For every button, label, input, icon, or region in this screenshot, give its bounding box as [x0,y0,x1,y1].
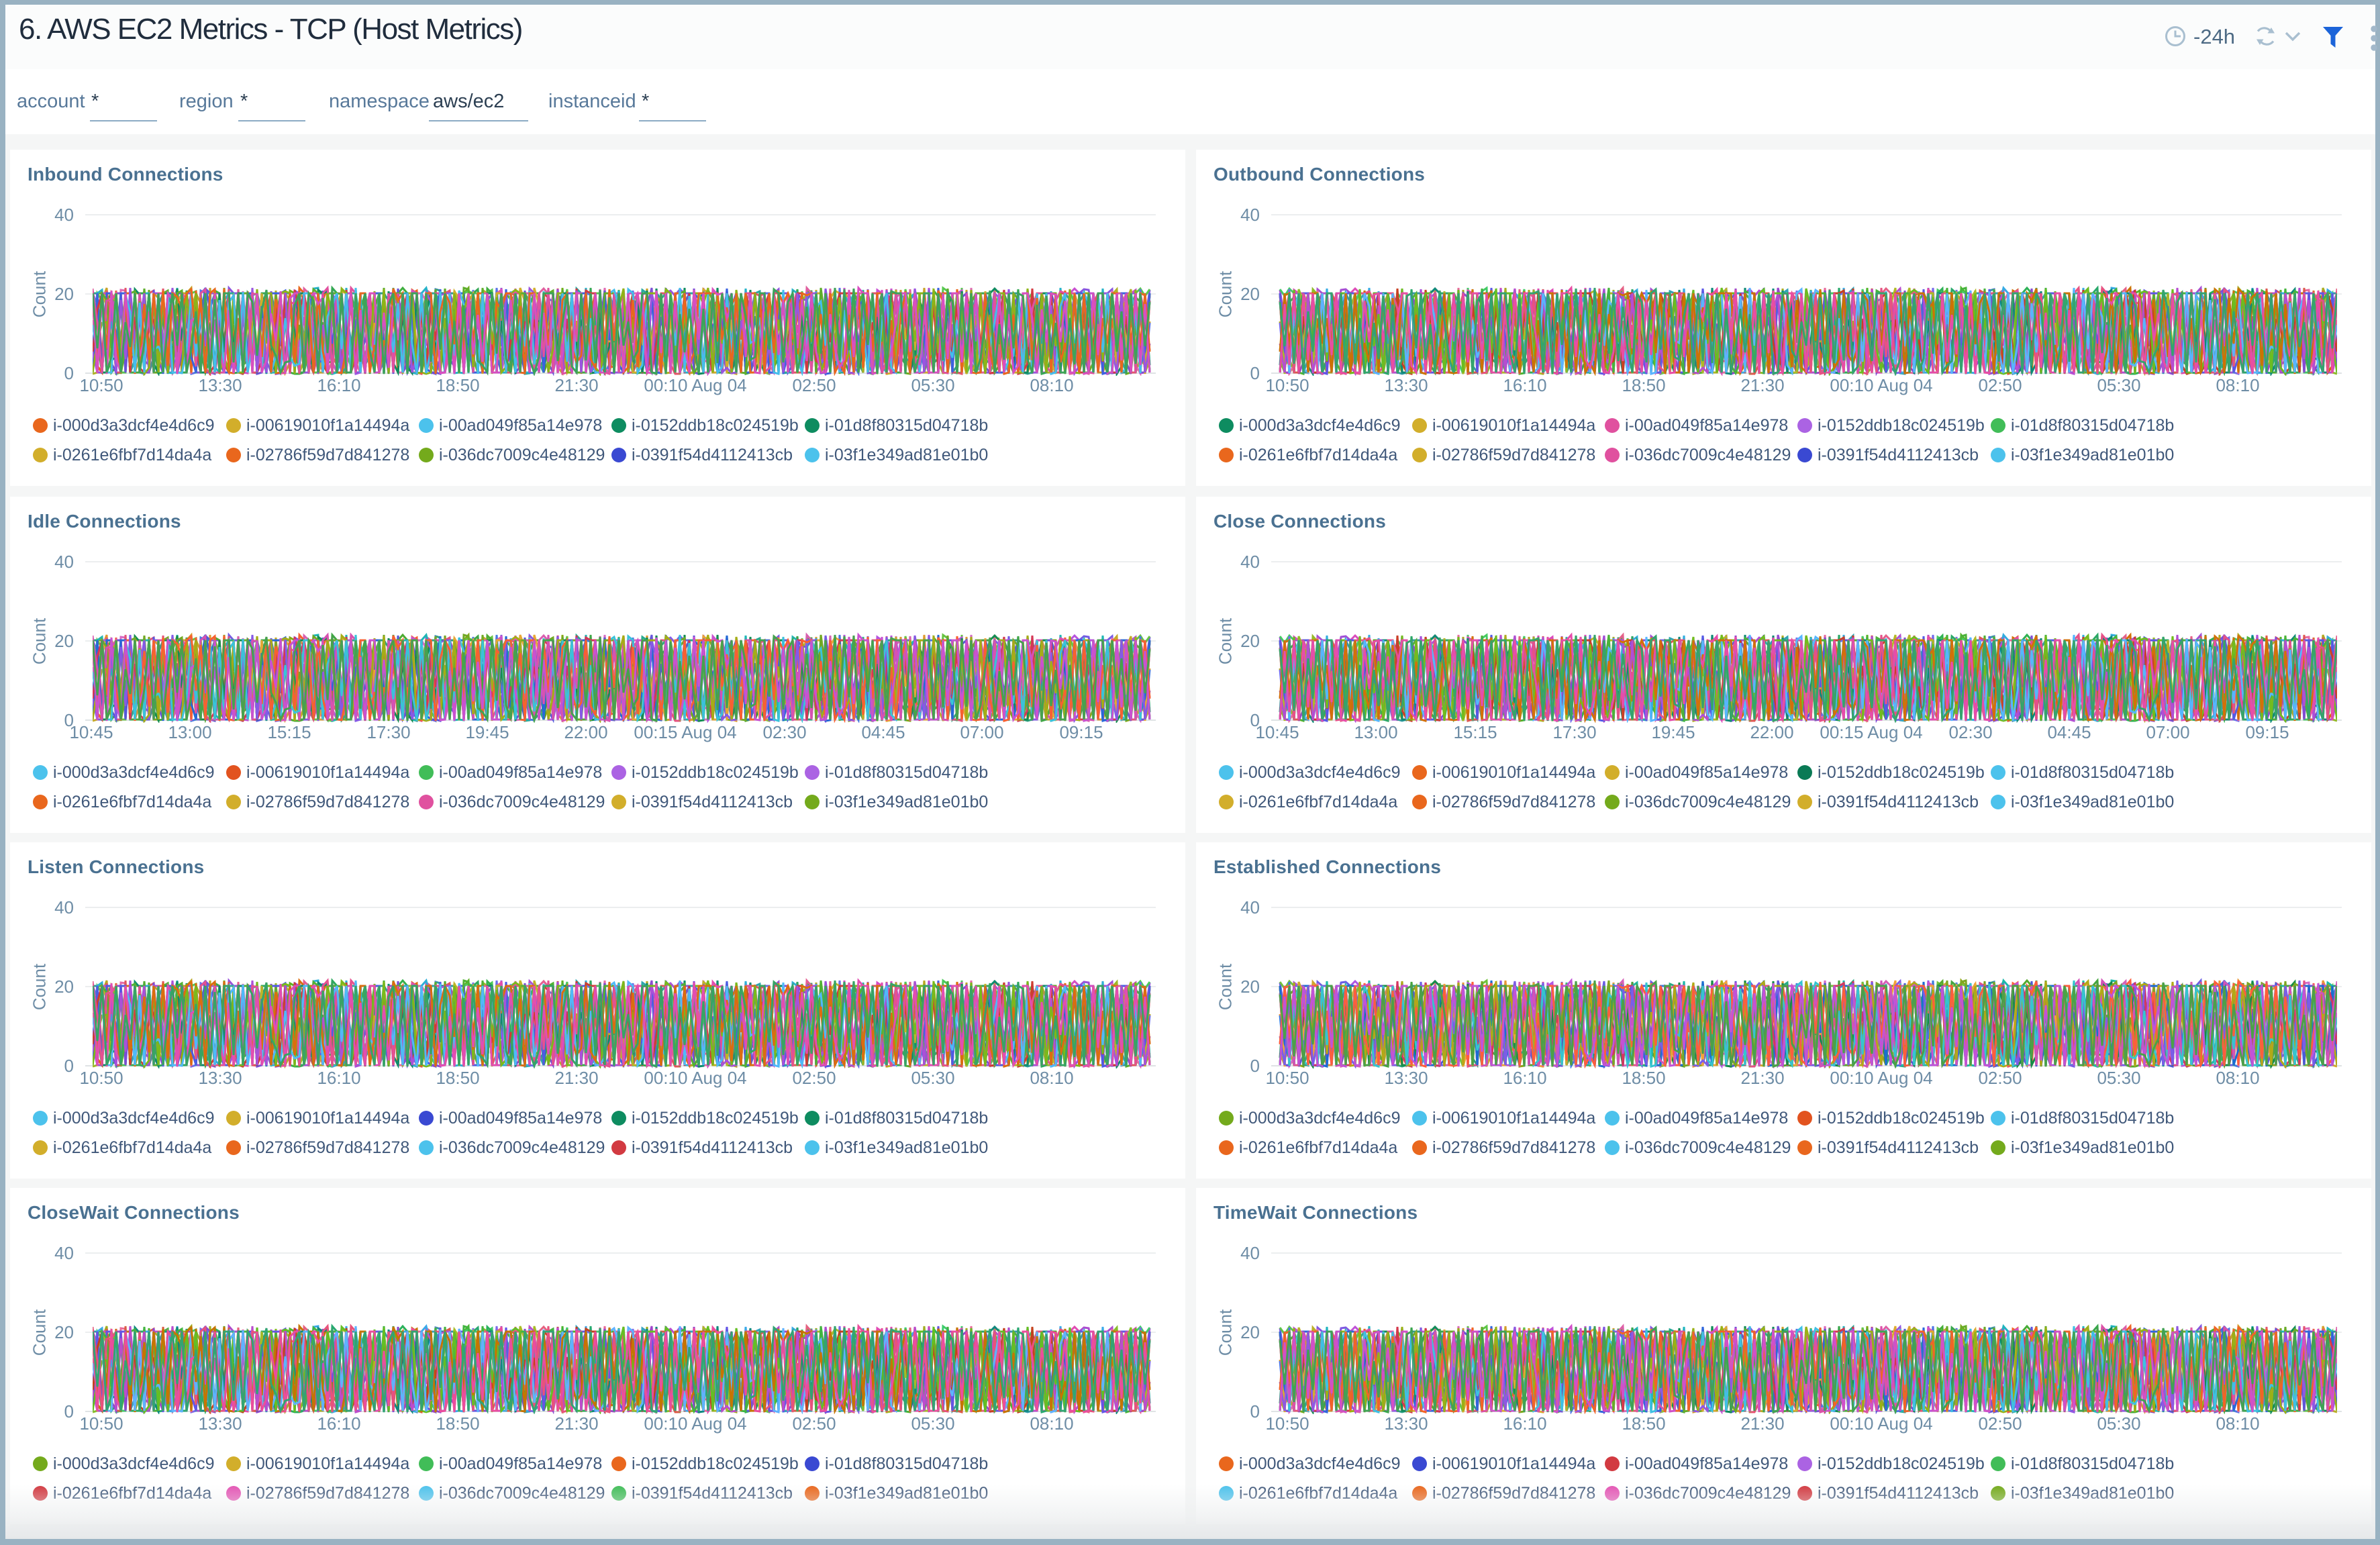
svg-text:-24h: -24h [2193,25,2235,48]
